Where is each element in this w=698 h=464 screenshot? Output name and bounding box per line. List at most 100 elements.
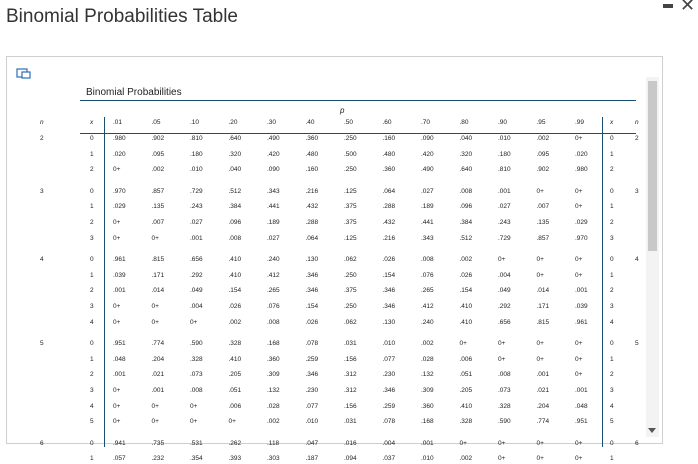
table-cell: .007 [536,203,550,211]
table-cell: .014 [536,287,550,295]
table-cell: .077 [305,402,319,410]
table-cell: .020 [575,150,588,158]
table-cell: .001 [536,371,550,379]
table-panel [6,56,663,444]
table-cell: .031 [344,418,357,426]
table-cell: .064 [382,187,396,195]
header-p-9: .80 [459,119,469,126]
table-cell: .026 [305,318,319,326]
table-cell: .168 [267,340,280,348]
popout-icon[interactable] [16,68,32,80]
table-cell: .029 [113,203,126,211]
table-cell: .189 [421,203,434,211]
table-cell: 0+ [113,234,121,242]
row-x: 0 [90,439,94,447]
table-cell: 0+ [459,439,467,447]
table-cell: .073 [498,387,511,394]
table-cell: .180 [190,150,203,158]
table-cell: .774 [536,418,550,426]
table-cell: .500 [344,150,357,158]
table-cell: .951 [113,340,126,348]
scrollbar-thumb[interactable] [648,81,657,251]
table-cell: 0+ [151,418,159,426]
header-rule [80,100,636,101]
table-cell: .014 [151,287,165,295]
row-x-right: 2 [610,287,614,295]
table-cell: .010 [498,135,511,142]
row-x-right: 2 [610,219,614,226]
table-cell: .857 [151,187,165,195]
header-p-11: .95 [536,119,546,126]
row-x-right: 3 [610,303,614,310]
table-cell: .125 [344,234,357,242]
table-cell: .132 [421,371,434,379]
table-cell: .384 [459,219,473,226]
header-x: x [90,119,94,126]
table-cell: .288 [382,203,396,211]
row-x: 0 [90,256,94,264]
table-cell: .980 [575,166,588,174]
table-cell: 0+ [536,271,544,279]
table-cell: .006 [228,402,242,410]
table-cell: .001 [151,387,165,394]
table-cell: .531 [190,439,203,447]
table-cell: .156 [344,402,357,410]
table-cell: .077 [382,355,396,363]
scroll-down-icon[interactable] [648,428,656,433]
row-x-right: 5 [610,418,614,426]
row-x: 1 [90,355,94,363]
table-cell: .002 [228,318,242,326]
table-cell: 0+ [190,418,198,426]
header-p-0: .01 [113,119,123,126]
header-p-4: .30 [267,119,277,126]
row-x-right: 1 [610,355,614,363]
row-x-right: 2 [610,371,614,379]
table-cell: .902 [536,166,550,174]
table-cell: .001 [113,371,126,379]
table-cell: .312 [344,371,357,379]
table-cell: .160 [382,135,396,142]
table-cell: .902 [151,135,165,142]
table-cell: .432 [382,219,396,226]
table-cell: .735 [151,439,165,447]
table-cell: .076 [267,303,280,310]
row-x-right: 4 [610,318,614,326]
table-cell: .049 [498,287,511,295]
table-cell: .243 [190,203,203,211]
row-n: 5 [40,340,44,348]
table-cell: .021 [151,371,165,379]
table-cell: .410 [459,402,473,410]
table-cell: .132 [267,387,280,394]
table-cell: .346 [305,371,319,379]
table-cell: .096 [459,203,473,211]
table-cell: .057 [113,455,126,463]
row-x-right: 2 [610,166,614,174]
table-cell: 0+ [536,439,544,447]
table-cell: .026 [228,303,242,310]
table-cell: 0+ [151,402,159,410]
close-icon[interactable]: ✕ [680,0,696,16]
table-cell: .961 [575,318,588,326]
table-cell: .512 [228,187,242,195]
table-cell: .001 [190,234,203,242]
table-cell: .375 [344,203,357,211]
table-cell: .412 [267,271,280,279]
table-cell: .250 [344,135,357,142]
table-cell: .029 [575,219,588,226]
table-cell: .171 [151,271,165,279]
row-x-right: 1 [610,271,614,279]
row-x: 2 [90,219,94,226]
table-cell: .028 [421,355,434,363]
table-cell: .815 [151,256,165,264]
table-cell: .006 [459,355,473,363]
table-cell: 0+ [575,256,583,264]
table-cell: 0+ [536,340,544,348]
table-cell: .016 [344,439,357,447]
row-x: 4 [90,318,94,326]
table-cell: .250 [344,166,357,174]
minimize-icon[interactable] [662,0,676,14]
row-x: 2 [90,371,94,379]
row-x: 1 [90,203,94,211]
row-x: 3 [90,387,94,394]
table-cell: .243 [498,219,511,226]
